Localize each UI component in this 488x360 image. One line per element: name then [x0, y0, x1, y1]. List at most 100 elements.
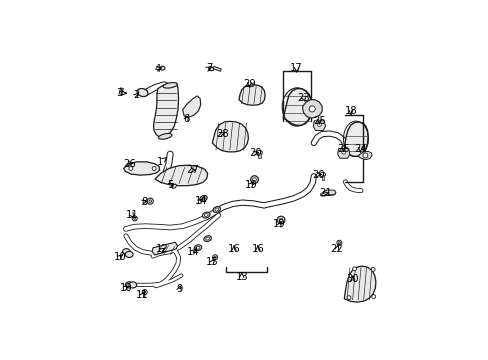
- Text: 25: 25: [337, 144, 349, 154]
- Bar: [213, 66, 221, 71]
- Text: 29: 29: [243, 79, 255, 89]
- Ellipse shape: [137, 89, 148, 96]
- Ellipse shape: [160, 66, 164, 70]
- Ellipse shape: [134, 217, 136, 219]
- Ellipse shape: [129, 282, 137, 288]
- Text: 19: 19: [244, 180, 257, 190]
- Text: 20: 20: [311, 170, 324, 180]
- Ellipse shape: [371, 294, 375, 298]
- Ellipse shape: [370, 267, 374, 271]
- Ellipse shape: [308, 106, 315, 112]
- Polygon shape: [171, 184, 177, 188]
- Ellipse shape: [142, 290, 147, 294]
- Ellipse shape: [196, 246, 200, 249]
- Text: 15: 15: [205, 257, 218, 267]
- Ellipse shape: [346, 296, 350, 300]
- Polygon shape: [153, 83, 178, 137]
- Text: 1: 1: [157, 157, 166, 167]
- Ellipse shape: [143, 291, 145, 293]
- Text: 12: 12: [156, 244, 169, 255]
- Ellipse shape: [352, 267, 356, 271]
- Bar: [119, 88, 123, 94]
- Text: 25: 25: [312, 116, 325, 126]
- Text: 16: 16: [227, 244, 240, 254]
- Text: 24: 24: [353, 144, 366, 154]
- Ellipse shape: [129, 167, 133, 170]
- Text: 27: 27: [185, 165, 198, 175]
- Polygon shape: [337, 149, 349, 158]
- Ellipse shape: [362, 153, 367, 158]
- Ellipse shape: [279, 218, 283, 222]
- Text: 9: 9: [176, 284, 182, 294]
- Ellipse shape: [125, 282, 133, 288]
- Text: 11: 11: [136, 290, 148, 300]
- Text: 23: 23: [297, 93, 309, 103]
- Polygon shape: [212, 121, 248, 152]
- Text: 28: 28: [216, 129, 228, 139]
- Ellipse shape: [148, 200, 151, 203]
- Ellipse shape: [213, 207, 220, 212]
- Polygon shape: [283, 89, 311, 125]
- Ellipse shape: [132, 216, 137, 221]
- Polygon shape: [183, 96, 200, 117]
- Polygon shape: [123, 162, 160, 175]
- Polygon shape: [344, 266, 375, 302]
- Text: 4: 4: [154, 64, 161, 74]
- Ellipse shape: [194, 245, 202, 251]
- Polygon shape: [358, 151, 371, 159]
- Text: 16: 16: [251, 244, 264, 254]
- Ellipse shape: [208, 67, 213, 71]
- Ellipse shape: [163, 82, 177, 88]
- Ellipse shape: [201, 197, 205, 200]
- Text: 2: 2: [133, 90, 139, 100]
- Polygon shape: [155, 165, 207, 186]
- Text: 22: 22: [330, 244, 343, 254]
- Text: 6: 6: [183, 114, 190, 123]
- Ellipse shape: [205, 237, 209, 240]
- Ellipse shape: [341, 150, 346, 154]
- Ellipse shape: [252, 178, 256, 181]
- Text: 18: 18: [344, 106, 357, 116]
- Ellipse shape: [204, 213, 208, 217]
- Polygon shape: [313, 121, 325, 131]
- Ellipse shape: [200, 195, 207, 202]
- Text: 17: 17: [290, 63, 303, 73]
- Ellipse shape: [256, 150, 262, 155]
- Text: 30: 30: [346, 274, 358, 284]
- Ellipse shape: [214, 256, 216, 258]
- Ellipse shape: [212, 255, 217, 260]
- Text: 20: 20: [249, 148, 262, 158]
- Ellipse shape: [319, 172, 325, 177]
- Ellipse shape: [214, 208, 218, 211]
- Text: 14: 14: [186, 247, 199, 257]
- Text: 3: 3: [117, 88, 126, 98]
- Bar: [321, 175, 323, 180]
- Text: 21: 21: [319, 188, 332, 198]
- Text: 5: 5: [167, 180, 173, 190]
- Polygon shape: [239, 85, 264, 105]
- Ellipse shape: [277, 216, 285, 224]
- Ellipse shape: [122, 249, 130, 255]
- Ellipse shape: [158, 134, 172, 139]
- Ellipse shape: [338, 242, 340, 244]
- Polygon shape: [152, 242, 177, 255]
- Text: 11: 11: [125, 210, 138, 220]
- Text: 7: 7: [205, 63, 212, 73]
- Polygon shape: [302, 100, 322, 118]
- Ellipse shape: [152, 167, 156, 170]
- Ellipse shape: [250, 176, 258, 184]
- Text: 13: 13: [235, 271, 247, 282]
- Ellipse shape: [317, 122, 321, 126]
- Text: 8: 8: [142, 197, 147, 207]
- Ellipse shape: [336, 240, 341, 245]
- Text: 26: 26: [122, 158, 135, 168]
- Text: 10: 10: [114, 252, 126, 262]
- Ellipse shape: [147, 198, 153, 204]
- Ellipse shape: [202, 212, 209, 218]
- Polygon shape: [344, 122, 367, 156]
- Text: 10: 10: [119, 283, 132, 293]
- Bar: [258, 153, 260, 158]
- Text: 14: 14: [194, 195, 206, 206]
- Ellipse shape: [125, 251, 133, 257]
- Ellipse shape: [203, 236, 211, 242]
